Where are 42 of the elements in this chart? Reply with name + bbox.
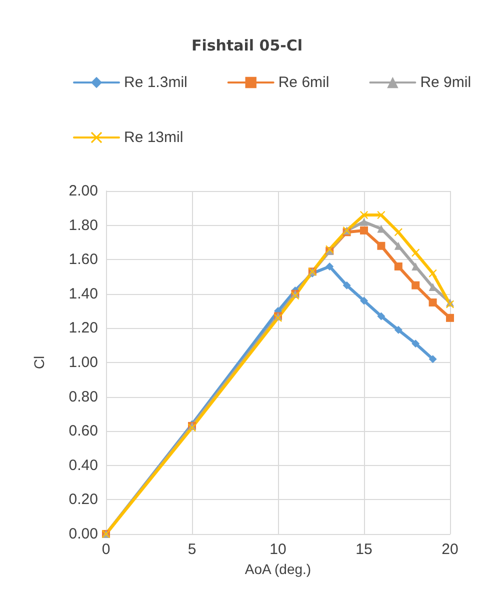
point xyxy=(377,242,386,250)
y-tick-label: 0.40 xyxy=(68,456,98,474)
y-tick-label: 1.80 xyxy=(68,216,98,234)
x-tick-label: 5 xyxy=(188,541,196,558)
point xyxy=(360,211,368,220)
y-tick-label: 0.20 xyxy=(68,491,98,508)
point xyxy=(446,314,454,322)
point xyxy=(394,262,402,270)
legend-label: Re 6mil xyxy=(278,74,330,91)
y-tick-label: 0.60 xyxy=(68,422,98,440)
legend-label: Re 13mil xyxy=(124,129,184,146)
point xyxy=(360,218,368,226)
legend-label: Re 1.3mil xyxy=(124,74,188,91)
point xyxy=(428,355,437,364)
y-tick-label: 2.00 xyxy=(68,182,98,200)
y-axis-title: Cl xyxy=(31,356,47,370)
x-axis-title: AoA (deg.) xyxy=(244,560,312,577)
x-tick-label: 15 xyxy=(356,541,372,558)
point xyxy=(326,262,334,270)
point xyxy=(412,281,420,290)
x-tick-label: 20 xyxy=(442,541,458,558)
point xyxy=(428,298,437,306)
y-tick-label: 0.00 xyxy=(68,526,98,542)
point xyxy=(412,340,420,348)
point xyxy=(377,211,386,220)
point xyxy=(360,226,368,234)
chart-title: Fishtail 05-Cl xyxy=(191,36,303,54)
y-tick-label: 1.00 xyxy=(68,354,98,371)
x-tick-label: 0 xyxy=(102,541,110,558)
point xyxy=(394,326,402,334)
point xyxy=(360,296,368,305)
x-tick-label: 10 xyxy=(270,541,286,558)
point xyxy=(342,281,351,290)
point xyxy=(377,312,386,320)
point xyxy=(412,248,420,257)
point xyxy=(394,228,402,236)
y-tick-label: 1.20 xyxy=(68,320,98,337)
point xyxy=(428,269,437,278)
y-tick-label: 0.80 xyxy=(68,388,98,406)
legend-label: Re 9mil xyxy=(420,74,472,91)
y-tick-label: 1.40 xyxy=(68,285,98,302)
y-tick-label: 1.60 xyxy=(68,251,98,268)
